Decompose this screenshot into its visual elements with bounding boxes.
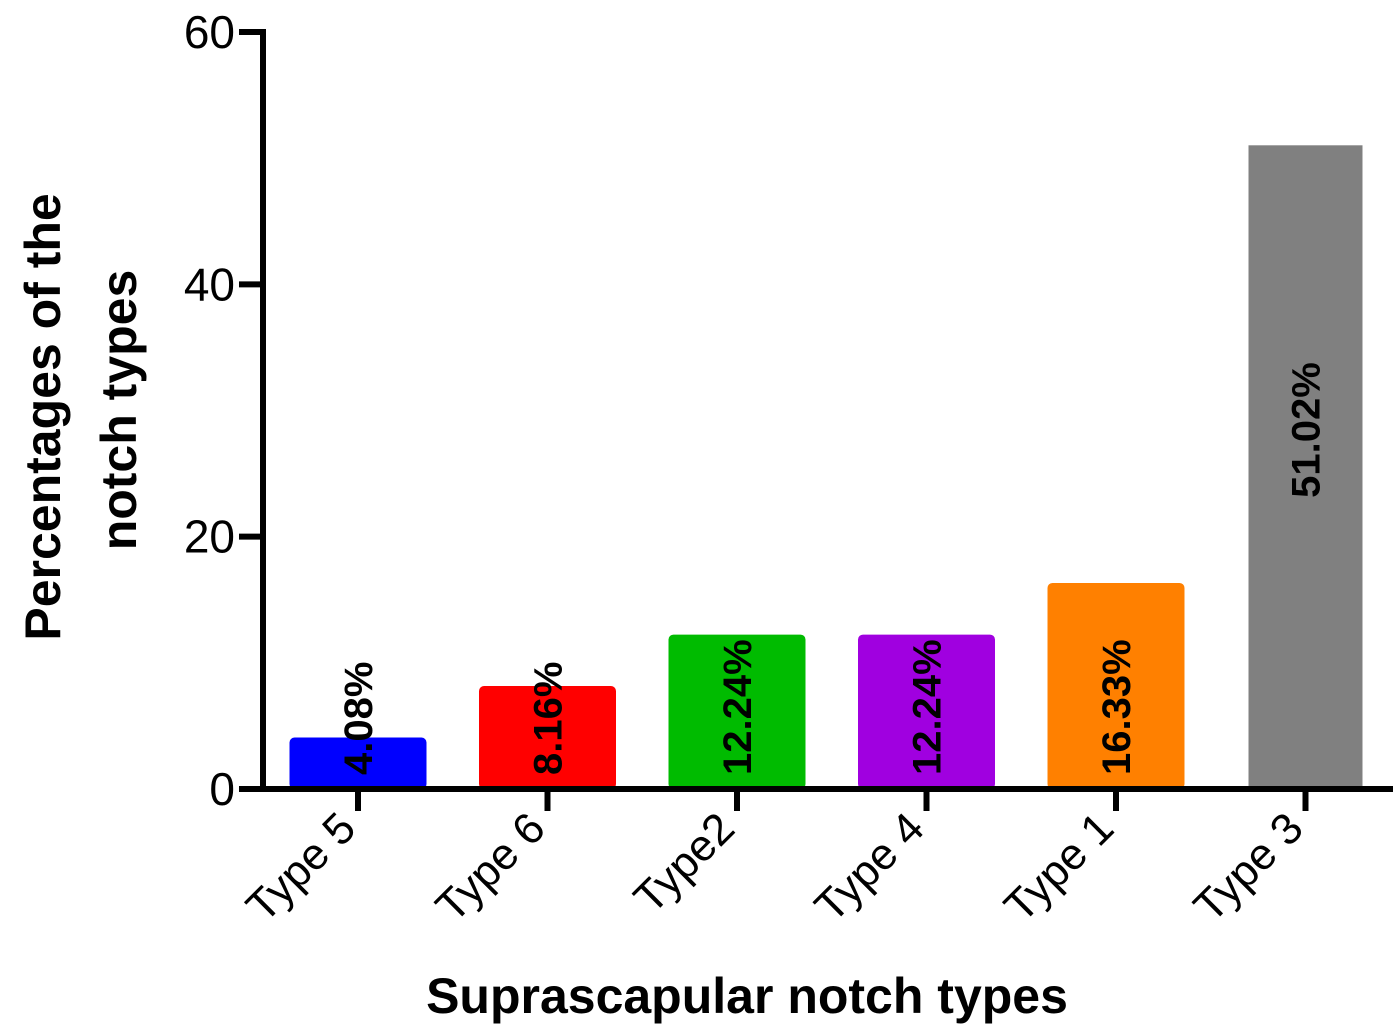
bar-data-label: 16.33% — [1095, 639, 1139, 775]
y-tick-label: 60 — [184, 6, 235, 58]
x-tick-label: Type 5 — [237, 803, 365, 931]
bar-data-labels: 4.08% 8.16% 12.24% 12.24% 16.33% 51.02% — [337, 362, 1329, 775]
bar-data-label: 51.02% — [1285, 362, 1329, 498]
bar-type1 — [1047, 582, 1185, 789]
bar-type4 — [858, 634, 995, 789]
y-axis-title: Percentages of the notch types — [15, 179, 147, 640]
bar-data-label: 8.16% — [527, 662, 571, 775]
x-tick-label: Type 1 — [995, 803, 1123, 931]
bar-type6 — [479, 686, 616, 789]
axes-layer — [260, 29, 1393, 792]
x-tick-label: Type 6 — [427, 803, 555, 931]
bar-data-label: 12.24% — [716, 639, 760, 775]
y-tick-label: 20 — [184, 511, 235, 563]
x-ticks: Type 5 Type 6 Type2 Type 4 Type 1 Type 3 — [237, 789, 1313, 931]
bar-data-label: 12.24% — [906, 639, 950, 775]
y-tick-label: 40 — [184, 258, 235, 310]
y-axis-title-line-1: Percentages of the — [15, 193, 71, 640]
x-tick-label: Type2 — [625, 803, 744, 922]
x-axis-title: Suprascapular notch types — [426, 968, 1068, 1024]
bar-type5 — [289, 737, 427, 789]
bar-data-label: 4.08% — [337, 662, 381, 775]
y-axis-title-line-2: notch types — [91, 270, 147, 551]
bars-layer — [289, 145, 1363, 789]
y-tick-label: 0 — [209, 763, 235, 815]
bar-type3 — [1248, 145, 1363, 789]
y-ticks: 0 20 40 60 — [184, 6, 263, 815]
x-tick-label: Type 4 — [806, 803, 934, 931]
bar-type2 — [668, 634, 806, 789]
x-tick-label: Type 3 — [1185, 803, 1313, 931]
